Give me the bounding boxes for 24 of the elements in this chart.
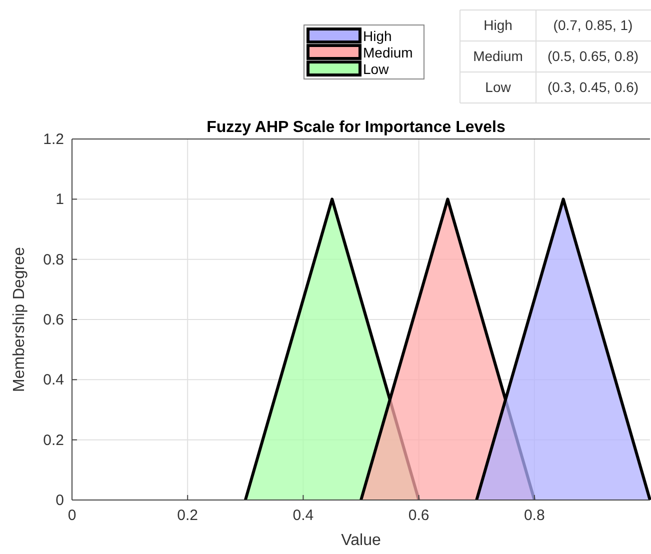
x-tick-label: 0.2	[177, 507, 198, 524]
legend-label: High	[363, 28, 392, 44]
text: Low	[485, 79, 512, 95]
x-tick-label: 0.6	[408, 507, 430, 524]
y-tick-label: 0	[56, 492, 64, 509]
y-tick-label: 0.6	[43, 312, 64, 328]
x-tick-label: 0.8	[524, 507, 545, 524]
text: (0.3, 0.45, 0.6)	[547, 79, 639, 95]
y-tick-label: 0.8	[43, 251, 64, 268]
legend-label: Low	[363, 61, 390, 77]
text: (0.5, 0.65, 0.8)	[547, 48, 639, 64]
x-tick-label: 0.4	[292, 507, 314, 524]
y-tick-label: 0.2	[43, 432, 64, 449]
x-tick-label: 0	[68, 507, 76, 524]
text: High	[484, 17, 512, 33]
y-axis-title: Membership Degree	[11, 246, 28, 392]
x-axis-title: Value	[341, 532, 381, 549]
text: (0.7, 0.85, 1)	[553, 17, 633, 33]
y-tick-label: 0.4	[43, 372, 64, 389]
chart-title: Fuzzy AHP Scale for Importance Levels	[206, 119, 506, 136]
text: Medium	[473, 48, 523, 64]
y-tick-label: 1.2	[43, 131, 64, 148]
y-tick-label: 1	[56, 191, 64, 208]
legend-label: Medium	[363, 44, 413, 60]
